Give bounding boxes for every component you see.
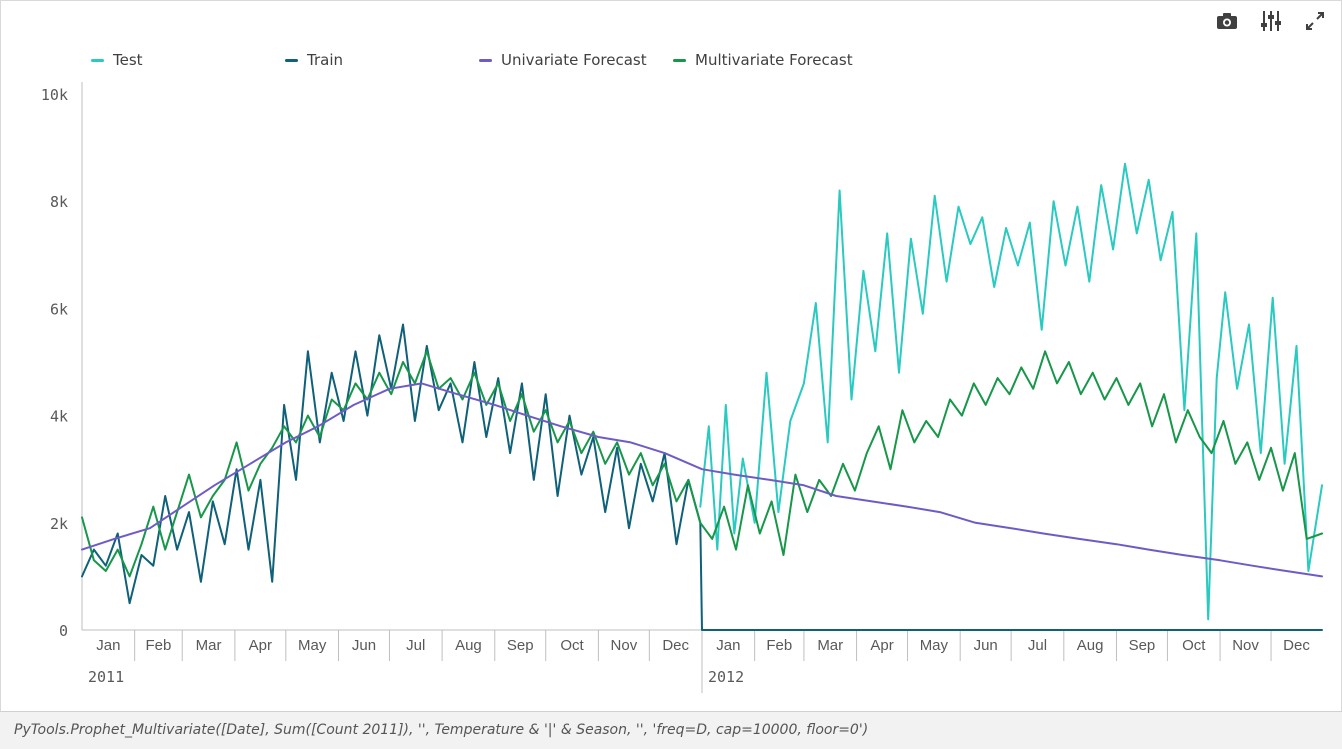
x-tick-label-2011-0: Jan <box>96 637 120 654</box>
y-tick-label-1: 2k <box>50 515 68 533</box>
legend-item-multivariate[interactable]: Multivariate Forecast <box>673 51 853 69</box>
x-tick-label-2011-3: Apr <box>249 637 272 654</box>
fullscreen-button[interactable] <box>1301 7 1329 35</box>
y-tick-label-5: 10k <box>41 86 68 104</box>
x-tick-label-2012-0: Jan <box>716 637 740 654</box>
x-tick-label-2011-8: Sep <box>507 637 534 654</box>
series-line-univariate-forecast <box>81 382 1323 578</box>
expression-footer: PyTools.Prophet_Multivariate([Date], Sum… <box>0 711 1342 749</box>
chart-panel: Test Train Univariate Forecast Multivari… <box>0 0 1342 712</box>
x-tick-label-2011-7: Aug <box>455 637 482 654</box>
y-tick-label-4: 8k <box>50 193 68 211</box>
legend-swatch-multivariate <box>673 58 686 62</box>
x-tick-label-2011-6: Jul <box>406 637 425 654</box>
x-tick-label-2011-2: Mar <box>196 637 222 654</box>
expression-text: PyTools.Prophet_Multivariate([Date], Sum… <box>14 722 869 738</box>
x-tick-label-2011-1: Feb <box>146 637 172 654</box>
x-tick-label-2011-9: Oct <box>560 637 584 654</box>
y-tick-label-3: 6k <box>50 300 68 318</box>
x-tick-label-2011-4: May <box>298 637 327 654</box>
settings-button[interactable] <box>1257 7 1285 35</box>
series-line-train <box>81 323 1323 631</box>
x-tick-label-2012-3: Apr <box>870 637 893 654</box>
x-tick-label-2012-2: Mar <box>817 637 843 654</box>
x-tick-label-2012-5: Jun <box>974 637 998 654</box>
legend-swatch-test <box>91 58 104 62</box>
x-tick-label-2011-5: Jun <box>352 637 376 654</box>
x-tick-label-2012-9: Oct <box>1182 637 1206 654</box>
series-line-multivariate-forecast <box>81 350 1323 578</box>
snapshot-button[interactable] <box>1213 7 1241 35</box>
x-tick-label-2011-10: Nov <box>611 637 638 654</box>
x-tick-label-2012-10: Nov <box>1232 637 1259 654</box>
legend-label-test: Test <box>113 51 143 69</box>
sliders-icon <box>1261 11 1281 31</box>
legend-item-univariate[interactable]: Univariate Forecast <box>479 51 647 69</box>
legend-label-multivariate: Multivariate Forecast <box>695 51 853 69</box>
year-label-2011: 2011 <box>88 668 124 686</box>
x-tick-label-2012-8: Sep <box>1129 637 1156 654</box>
legend-swatch-univariate <box>479 58 492 62</box>
legend-item-train[interactable]: Train <box>285 51 343 69</box>
x-tick-label-2012-7: Aug <box>1077 637 1104 654</box>
y-tick-label-2: 4k <box>50 408 68 426</box>
x-tick-label-2012-1: Feb <box>766 637 792 654</box>
legend-label-train: Train <box>307 51 343 69</box>
legend-swatch-train <box>285 58 298 62</box>
line-chart[interactable]: 0 2k 4k 6k 8k 10k Jan Feb Mar Apr May Jun Jul Aug Sep O… <box>1 1 1341 712</box>
x-tick-label-2012-11: Dec <box>1283 637 1310 654</box>
legend-label-univariate: Univariate Forecast <box>501 51 647 69</box>
expand-icon <box>1306 12 1324 30</box>
year-label-2012: 2012 <box>708 668 744 686</box>
legend-item-test[interactable]: Test <box>91 51 143 69</box>
x-tick-label-2011-11: Dec <box>662 637 689 654</box>
chart-toolbar <box>1213 7 1329 35</box>
series-line-test <box>699 162 1323 621</box>
y-tick-label-0: 0 <box>59 622 68 640</box>
camera-icon <box>1217 13 1237 29</box>
x-tick-label-2012-6: Jul <box>1028 637 1047 654</box>
x-tick-label-2012-4: May <box>920 637 949 654</box>
